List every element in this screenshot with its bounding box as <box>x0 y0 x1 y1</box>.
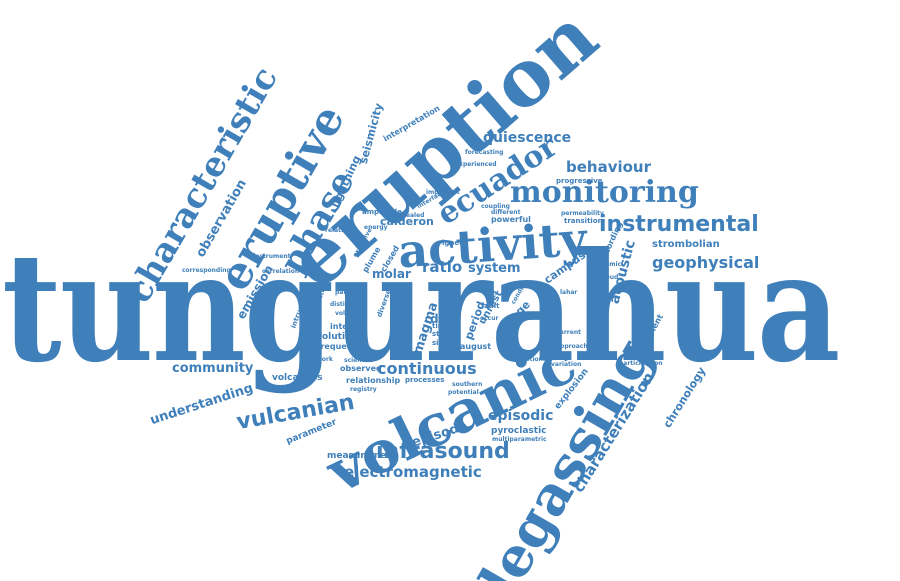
word: molar <box>372 268 411 280</box>
word: current <box>556 330 581 336</box>
word: evolution <box>310 333 358 342</box>
word: pyroclastic <box>491 427 547 436</box>
word: relation <box>325 228 351 234</box>
word: igneo <box>442 240 464 247</box>
word: correlation <box>262 269 299 275</box>
word: network <box>305 357 333 363</box>
word: progressive <box>556 178 603 185</box>
word: instrument <box>253 254 290 260</box>
word: variation <box>551 362 581 368</box>
word: energy <box>364 225 388 231</box>
word: signal <box>432 340 456 347</box>
word: vulcanian <box>235 392 356 434</box>
word: coupling <box>481 204 510 210</box>
word: lahar <box>560 290 577 296</box>
word: strombolian <box>652 240 720 250</box>
word: electromagnetic <box>344 465 482 480</box>
word: participation <box>619 361 663 367</box>
word: monitoring <box>510 178 699 208</box>
word: eruptions <box>514 357 546 363</box>
word: powerful <box>491 216 531 224</box>
word: frequent <box>317 343 356 351</box>
word: transition <box>564 218 603 225</box>
word: observed <box>340 365 382 373</box>
word: behaviour <box>566 160 651 175</box>
word: experienced <box>455 162 497 168</box>
word: seismic <box>596 262 621 268</box>
word: intense <box>330 323 364 331</box>
word: revealed <box>395 213 424 219</box>
word: occur <box>480 316 498 322</box>
word: multiparametric <box>492 437 547 443</box>
word: approach <box>556 344 588 350</box>
word: potential <box>448 390 479 396</box>
word: corresponding <box>182 268 231 274</box>
word: august <box>460 343 491 351</box>
word: permeability <box>561 211 604 217</box>
word: continuous <box>377 361 477 377</box>
word: system <box>468 262 521 275</box>
word: registry <box>350 387 377 393</box>
word: forecasting <box>465 150 503 156</box>
word: ratio <box>422 260 462 275</box>
word: quiescence <box>483 131 571 145</box>
word: important <box>426 190 460 196</box>
word: fault <box>481 303 500 310</box>
word: processes <box>405 377 444 384</box>
word: episodic <box>488 409 553 423</box>
word: community <box>172 362 253 375</box>
word: scientist <box>344 358 373 364</box>
word: measurement <box>327 452 397 461</box>
word: pattern <box>335 290 360 296</box>
word: different <box>491 210 520 216</box>
word: volatile <box>335 311 360 317</box>
word: volcanoes <box>272 374 323 383</box>
word: geophysical <box>652 255 759 271</box>
word: cloud <box>600 275 618 281</box>
word: study <box>432 331 454 338</box>
word: distinct <box>330 302 356 308</box>
word: time <box>432 323 450 330</box>
word: relationship <box>346 377 400 385</box>
word: southern <box>452 382 482 388</box>
